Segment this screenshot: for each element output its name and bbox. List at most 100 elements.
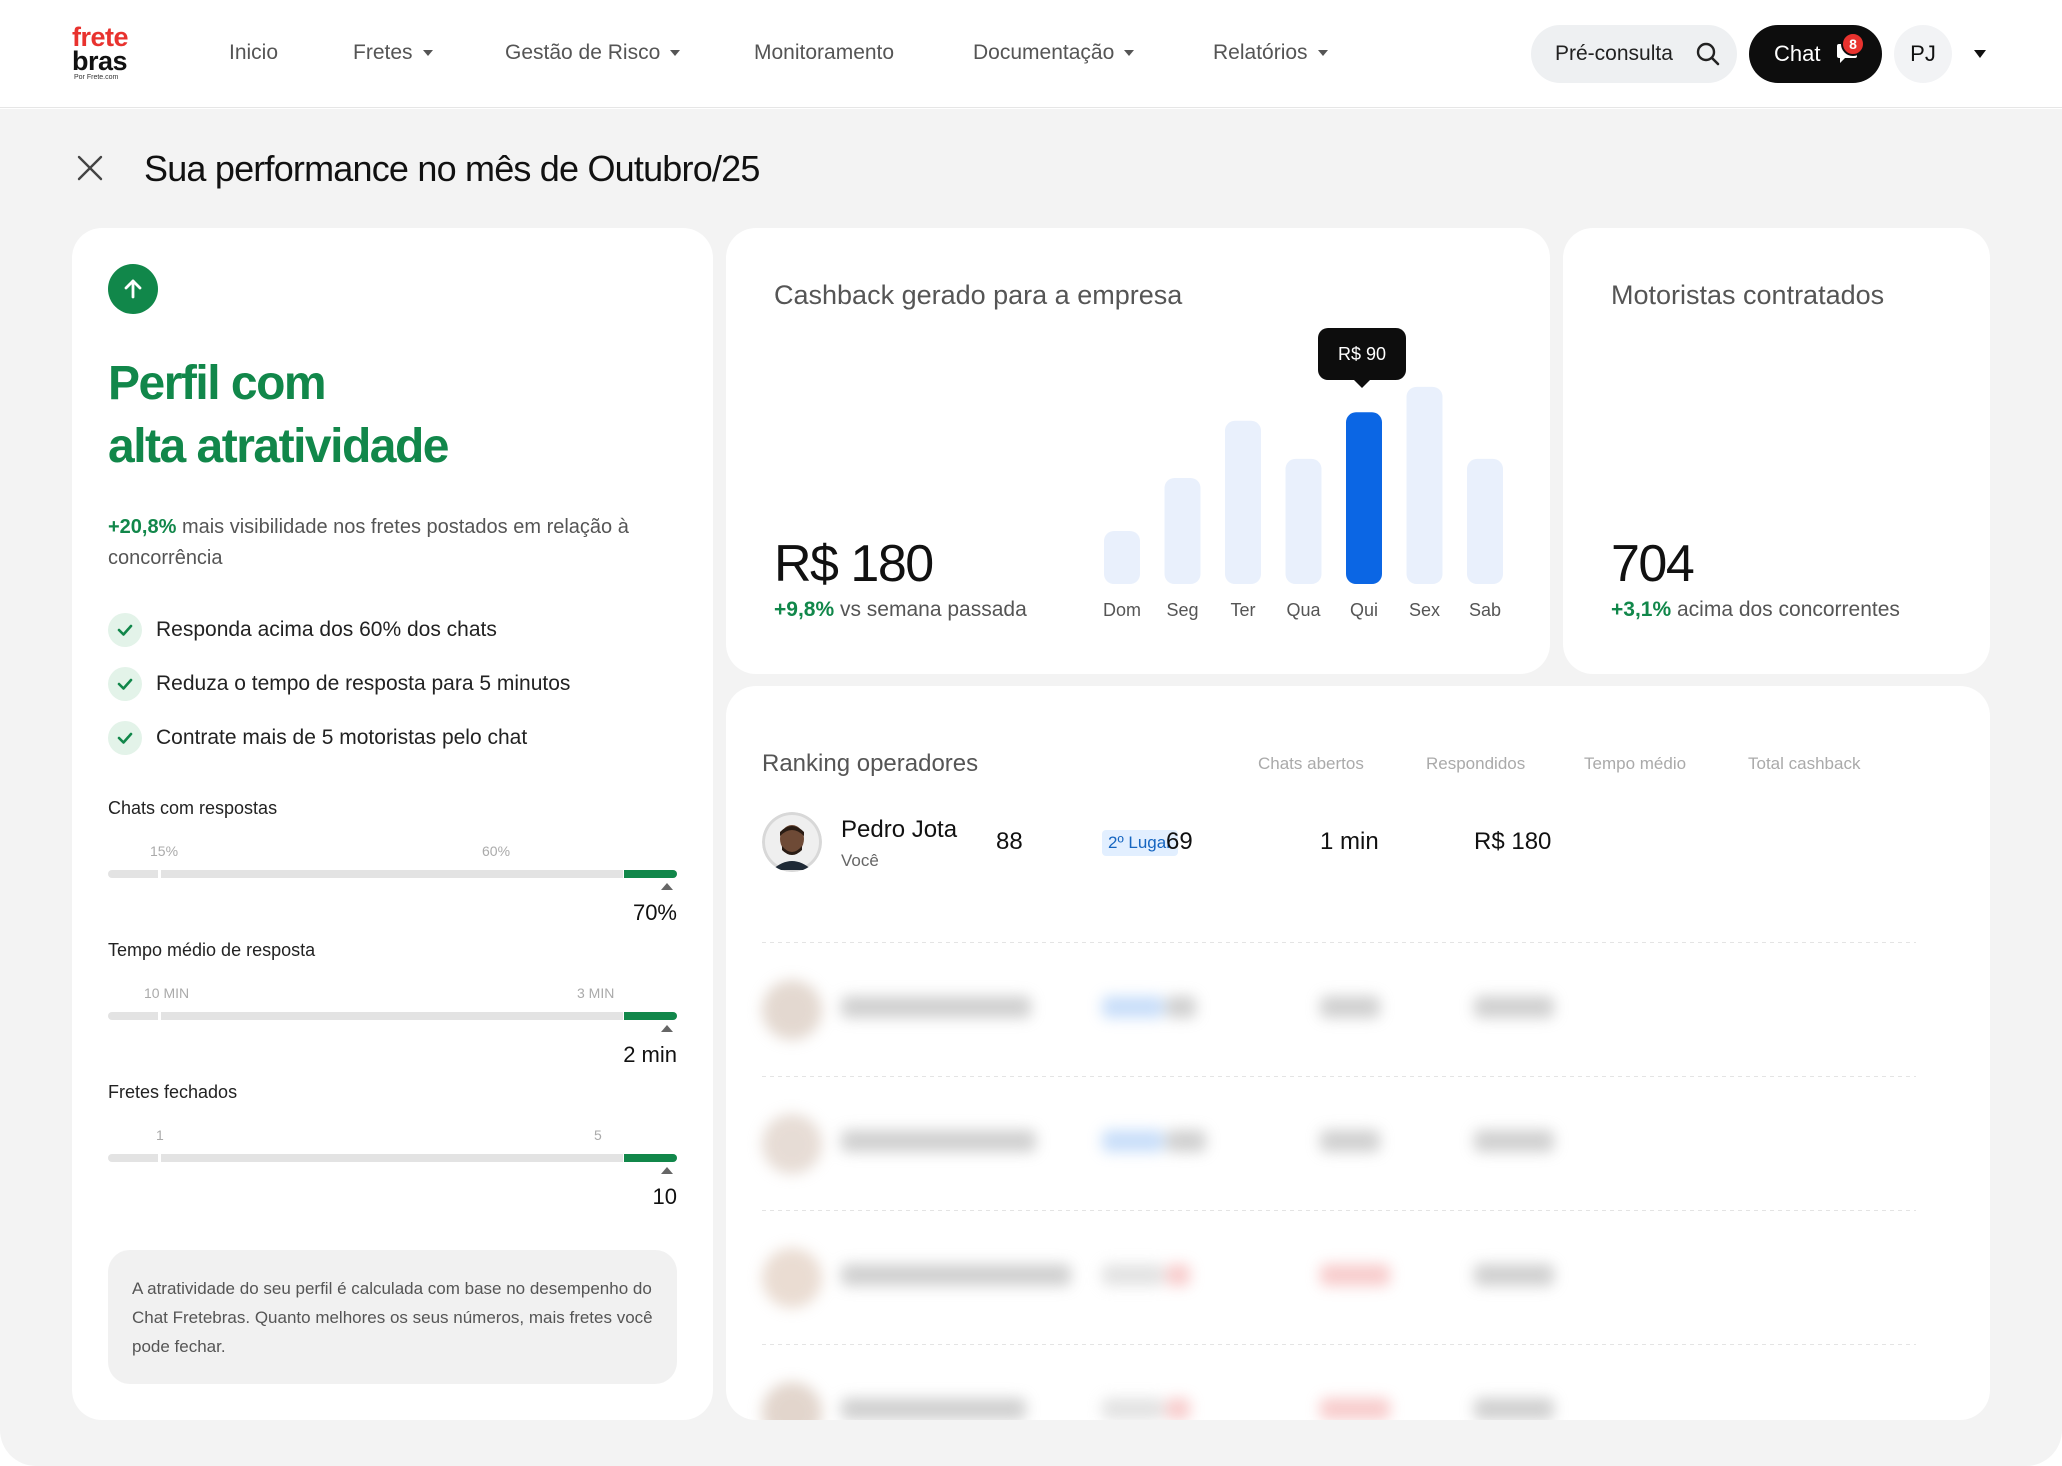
x-tick-label: Dom	[1103, 600, 1141, 620]
ranking-title: Ranking operadores	[762, 750, 979, 777]
checklist-item: Contrate mais de 5 motoristas pelo chat	[108, 721, 527, 755]
fretebras-logo[interactable]: frete bras Por Frete.com	[72, 24, 142, 84]
avatar	[762, 812, 822, 872]
column-header: Respondidos	[1426, 754, 1526, 773]
cashback-value: R$ 180	[774, 535, 934, 593]
cashback-title: Cashback gerado para a empresa	[774, 280, 1183, 310]
metric-tick: 3 MIN	[577, 985, 615, 1001]
table-row-blurred	[762, 1092, 1916, 1192]
checklist-item: Reduza o tempo de resposta para 5 minuto…	[108, 667, 570, 701]
metric-tick: 5	[594, 1127, 602, 1143]
marker-triangle-icon	[661, 1167, 673, 1174]
metric-value-fretes: 10	[652, 1184, 677, 1209]
x-tick-label: Sex	[1409, 600, 1440, 620]
bar-dom[interactable]	[1104, 531, 1140, 584]
cashback-card: Cashback gerado para a empresa R$ 180 +9…	[726, 228, 1550, 674]
metric-bar-fill	[624, 1012, 677, 1020]
table-row-blurred	[762, 1226, 1916, 1326]
nav-item-label: Monitoramento	[754, 41, 895, 64]
chat-label: Chat	[1774, 41, 1821, 66]
nav-item-label: Gestão de Risco	[505, 41, 661, 64]
row-divider	[762, 1344, 1916, 1345]
nav-item-label: Relatórios	[1213, 41, 1308, 64]
metric-bar-fretes	[108, 1154, 677, 1162]
metric-bar-tempo	[108, 1012, 677, 1020]
bar-tooltip: R$ 90	[1318, 328, 1406, 388]
x-tick-label: Qui	[1350, 600, 1378, 620]
bar-seg[interactable]	[1164, 478, 1201, 584]
close-icon[interactable]	[76, 154, 104, 182]
cell-respondidos: 69	[1166, 828, 1193, 855]
row-divider	[762, 1076, 1916, 1077]
user-avatar[interactable]: PJ	[1894, 25, 1952, 83]
logo-text-frete: frete	[72, 22, 129, 52]
profile-title-line2: alta atratividade	[108, 420, 449, 473]
metric-value-tempo: 2 min	[623, 1042, 677, 1067]
page-title: Sua performance no mês de Outubro/25	[144, 148, 760, 189]
logo-text-bras: bras	[72, 46, 128, 76]
bar-qui[interactable]	[1346, 412, 1382, 584]
metric-label-chats: Chats com respostas	[108, 798, 278, 818]
arrow-up-icon	[108, 264, 158, 314]
row-divider	[762, 1210, 1916, 1211]
table-row[interactable]: Pedro Jota Você 2º Lugar 88 69 1 min R$ …	[762, 790, 1916, 890]
logo-tagline: Por Frete.com	[74, 74, 119, 81]
row-divider	[762, 942, 1916, 943]
visibility-highlight: +20,8%	[108, 516, 177, 538]
nav-item-relatorios[interactable]: Relatórios	[1213, 41, 1328, 65]
cell-tempo-medio: 1 min	[1320, 828, 1379, 855]
preconsulta-button[interactable]: Pré-consulta	[1531, 25, 1737, 83]
caret-down-icon	[670, 50, 681, 56]
cashback-delta: +9,8%	[774, 598, 835, 621]
nav-item-monitoramento[interactable]: Monitoramento	[754, 41, 894, 65]
nav-item-documentacao[interactable]: Documentação	[973, 41, 1135, 65]
column-header: Tempo médio	[1584, 754, 1687, 773]
chat-button[interactable]: Chat 8	[1749, 25, 1882, 83]
motoristas-delta: +3,1%	[1611, 598, 1672, 621]
nav-item-label: Inicio	[229, 41, 279, 64]
check-icon	[108, 613, 142, 647]
cashback-delta-text: vs semana passada	[834, 598, 1027, 621]
x-tick-label: Qua	[1286, 600, 1321, 620]
column-header: Chats abertos	[1258, 754, 1364, 773]
search-icon	[1696, 42, 1720, 66]
metric-tick: 10 MIN	[144, 985, 190, 1001]
checklist-item: Responda acima dos 60% dos chats	[108, 613, 497, 647]
cell-total-cashback: R$ 180	[1474, 828, 1552, 855]
bar-ter[interactable]	[1225, 420, 1261, 584]
top-navbar: frete bras Por Frete.com Inicio Fretes G…	[0, 0, 2062, 108]
marker-triangle-icon	[661, 1025, 673, 1032]
metric-label-fretes: Fretes fechados	[108, 1082, 238, 1102]
checklist-text: Responda acima dos 60% dos chats	[156, 618, 497, 641]
preconsulta-label: Pré-consulta	[1555, 42, 1673, 65]
profile-attractiveness-card: Perfil com alta atratividade +20,8% mais…	[72, 228, 713, 1420]
nav-item-gestao-de-risco[interactable]: Gestão de Risco	[505, 41, 681, 65]
operator-name: Pedro Jota	[841, 816, 958, 843]
bar-qua[interactable]	[1285, 458, 1322, 584]
chat-notification-badge: 8	[1841, 32, 1865, 56]
checklist-text: Reduza o tempo de resposta para 5 minuto…	[156, 672, 571, 695]
user-menu-caret-icon[interactable]	[1974, 50, 1986, 58]
visibility-text: mais visibilidade nos fretes postados em…	[108, 516, 629, 569]
ranking-card: Ranking operadores Chats abertos Respond…	[726, 686, 1990, 1420]
profile-description: +20,8% mais visibilidade nos fretes post…	[108, 512, 688, 574]
metric-value-chats: 70%	[632, 900, 677, 925]
bar-sab[interactable]	[1467, 458, 1503, 584]
metric-tick: 60%	[482, 843, 511, 859]
metric-bar-chats	[108, 870, 677, 878]
cashback-delta-line: +9,8% vs semana passada	[774, 598, 1027, 622]
operator-subtitle: Você	[841, 851, 879, 870]
bar-sex[interactable]	[1406, 386, 1443, 584]
metric-bar-fill	[624, 1154, 677, 1162]
profile-title-line1: Perfil com	[108, 357, 327, 410]
nav-item-inicio[interactable]: Inicio	[229, 41, 278, 65]
table-row-blurred	[762, 958, 1916, 1058]
caret-down-icon	[1317, 50, 1328, 56]
nav-item-fretes[interactable]: Fretes	[353, 41, 433, 65]
check-icon	[108, 721, 142, 755]
nav-item-label: Fretes	[353, 41, 413, 64]
motoristas-card: Motoristas contratados 704 +3,1% acima d…	[1563, 228, 1990, 674]
cashback-bar-chart: Dom Seg Ter Qua Qui Sex Sab	[1103, 386, 1503, 620]
motoristas-delta-text: acima dos concorrentes	[1671, 598, 1900, 621]
caret-down-icon	[422, 50, 433, 56]
